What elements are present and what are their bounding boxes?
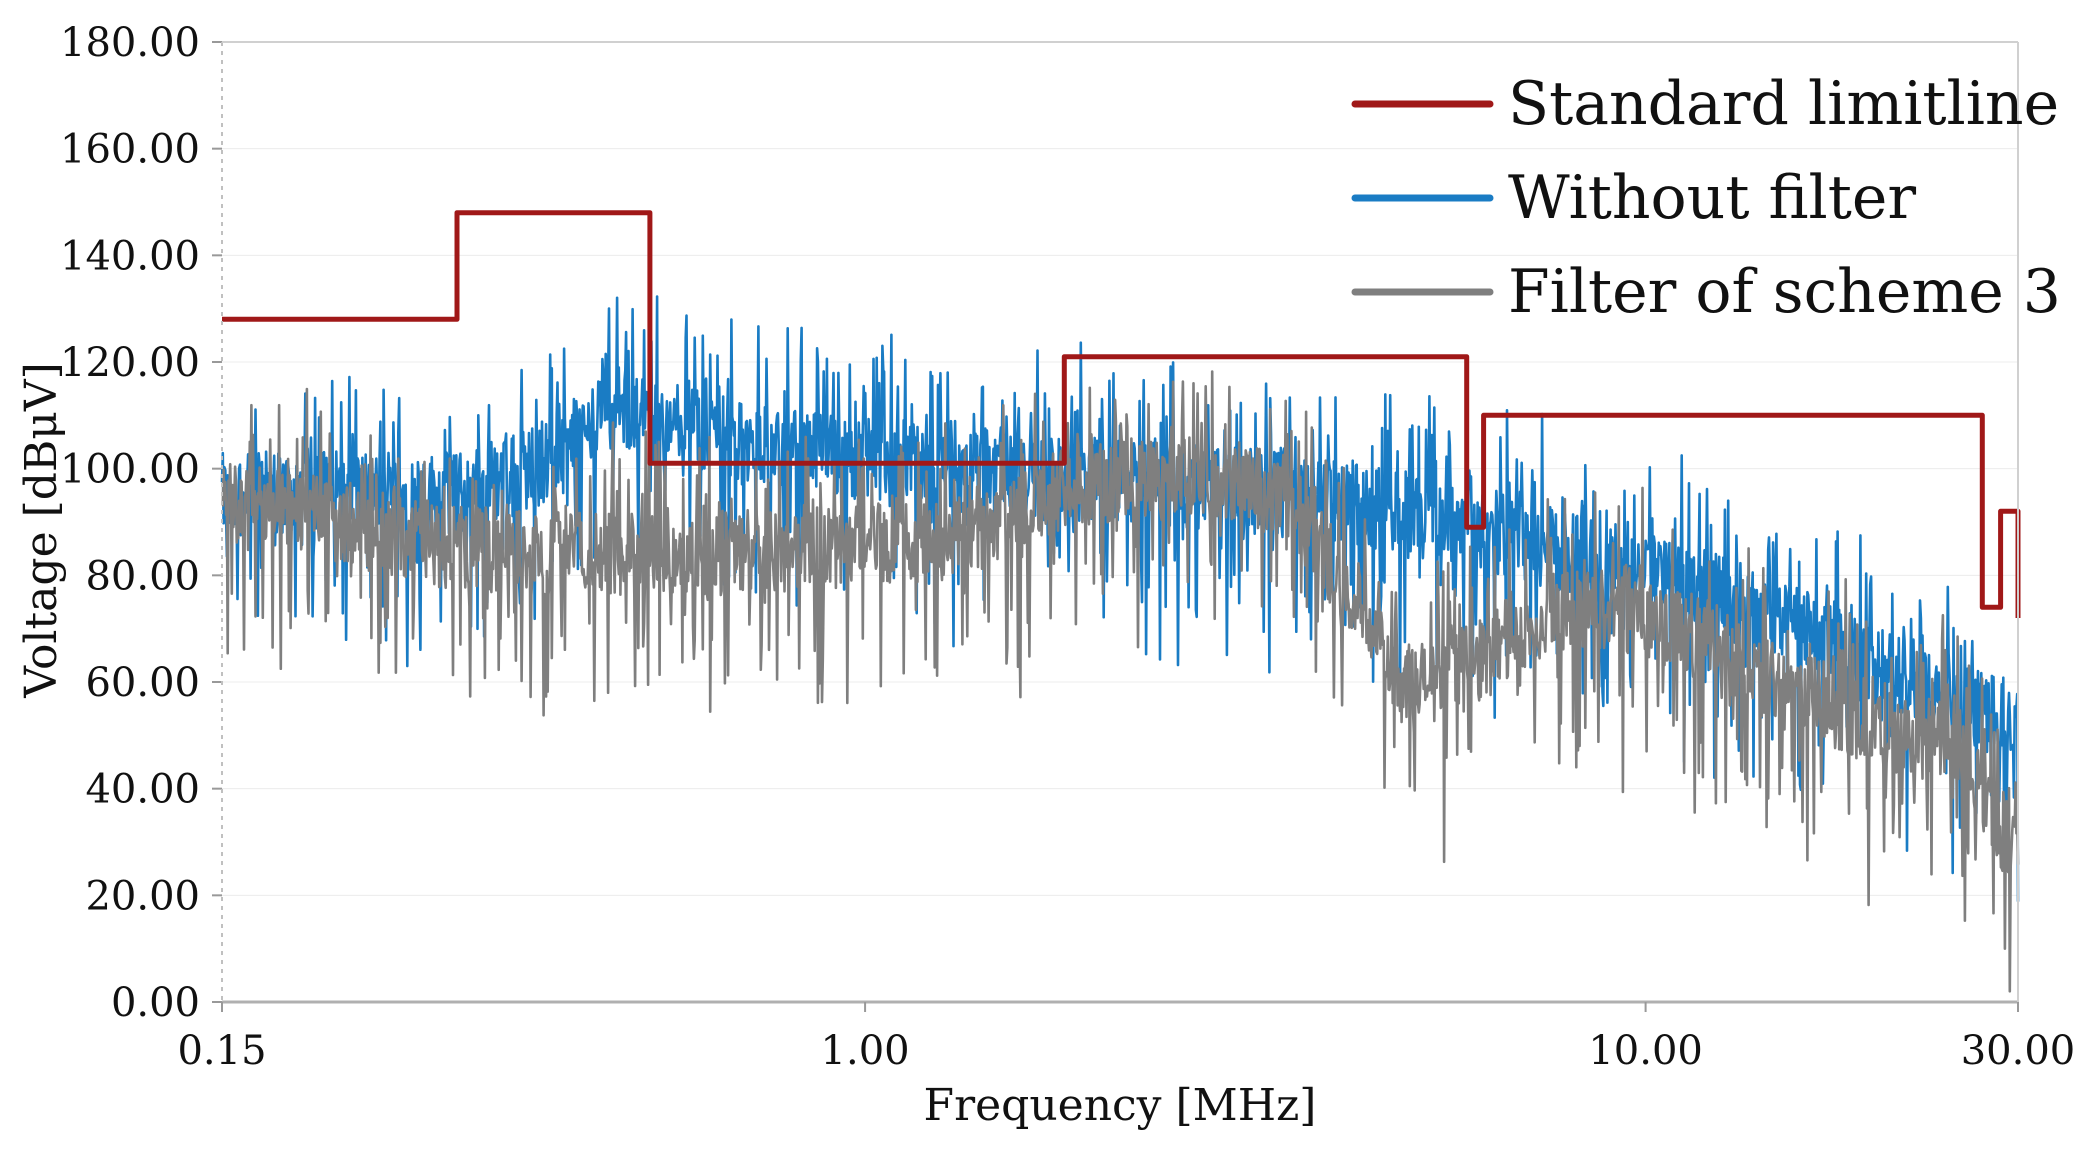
legend-label-without-filter: Without filter <box>1508 163 1916 233</box>
series-line-standard-limitline <box>222 210 2021 618</box>
x-tick-label: 30.00 <box>1961 1028 2076 1074</box>
y-tick-label: 140.00 <box>60 233 200 279</box>
y-tick-label: 160.00 <box>60 127 200 173</box>
x-tick-label: 1.00 <box>821 1028 910 1074</box>
y-tick-label: 120.00 <box>60 340 200 386</box>
y-tick-label: 0.00 <box>111 980 200 1026</box>
y-tick-label: 80.00 <box>85 553 200 599</box>
x-tick-labels: 0.15 1.00 10.00 30.00 <box>177 1002 2075 1074</box>
legend: Standard limitline Without filter Filter o… <box>1351 69 2061 327</box>
x-tick-label: 0.15 <box>177 1028 266 1074</box>
y-tick-label: 20.00 <box>85 873 200 919</box>
x-tick-label: 10.00 <box>1588 1028 1703 1074</box>
y-tick-label: 180.00 <box>60 20 200 66</box>
legend-label-filter-of-scheme-3: Filter of scheme 3 <box>1508 257 2061 327</box>
y-tick-label: 100.00 <box>60 447 200 493</box>
legend-label-standard-limitline: Standard limitline <box>1508 69 2059 139</box>
y-tick-label: 60.00 <box>85 660 200 706</box>
plot-series <box>220 210 2021 993</box>
axes <box>221 41 2019 1004</box>
series-line-filter-of-scheme-3 <box>221 370 2020 993</box>
x-axis-title: Frequency [MHz] <box>924 1080 1317 1131</box>
y-tick-labels: 0.00 20.00 40.00 60.00 80.00 100.00 120.00 140.… <box>60 20 200 1026</box>
y-tick-label: 40.00 <box>85 767 200 813</box>
y-axis-title: Voltage [dBμV] <box>16 362 67 699</box>
